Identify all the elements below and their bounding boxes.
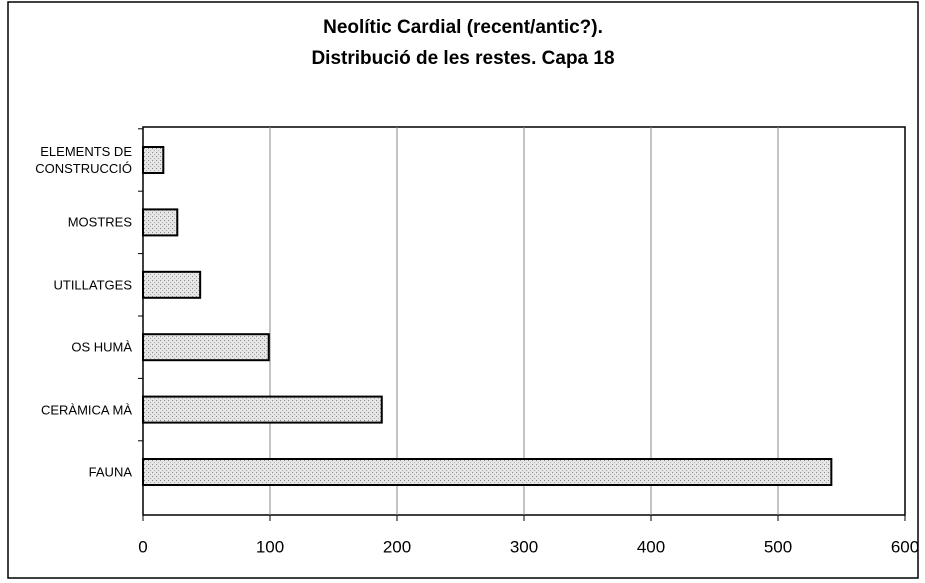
y-tick-label: UTILLATGES [53,277,132,293]
y-tick-label: OS HUMÀ [71,339,132,355]
y-tick-label: ELEMENTS DE CONSTRUCCIÓ [35,144,132,176]
x-tick-label: 200 [383,537,411,556]
x-tick-label: 100 [256,537,284,556]
x-tick-label: 300 [510,537,538,556]
x-tick-label: 500 [764,537,792,556]
y-tick-label: FAUNA [88,464,132,480]
y-tick-label: CERÀMICA MÀ [40,402,132,418]
bar [142,395,383,424]
bar [142,458,833,486]
x-tick-label: 0 [138,537,147,556]
x-tick-label: 600 [891,537,919,556]
bar [142,146,165,174]
chart-title: Neolític Cardial (recent/antic?). Distri… [311,17,615,69]
y-tick-label: MOSTRES [67,214,132,230]
bar [142,333,270,362]
bar [142,270,202,299]
bar [142,208,179,237]
frame [7,1,919,579]
x-tick-label: 400 [637,537,665,556]
